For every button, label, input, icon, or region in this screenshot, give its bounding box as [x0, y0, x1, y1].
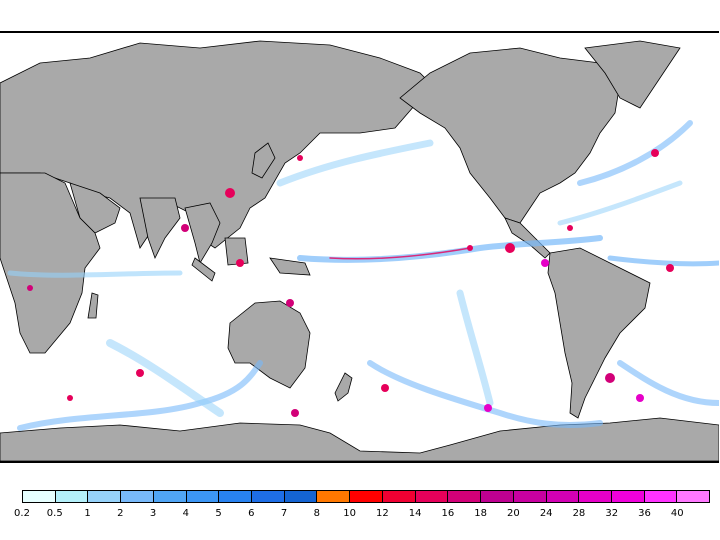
north-atlantic-front: [557, 180, 683, 226]
legend-label: 2: [117, 508, 124, 519]
rain-spot: [541, 259, 549, 267]
legend-label: 10: [343, 508, 356, 519]
legend-swatch: [481, 491, 514, 502]
land-masses: [0, 40, 719, 461]
north-pacific-storm-track: [276, 139, 434, 187]
southern-storm-track-4: [456, 289, 494, 407]
indian-itcz-band: [7, 270, 183, 278]
legend-label: 32: [605, 508, 619, 519]
north-america-landmass: [399, 47, 621, 224]
rain-spot: [605, 373, 615, 383]
borneo-landmass: [224, 237, 249, 266]
precipitation-overlay: [7, 120, 719, 431]
legend-label: 36: [638, 508, 651, 519]
legend-label: 1: [84, 508, 91, 519]
rain-spot: [136, 369, 144, 377]
north-atlantic-storm-track: [577, 120, 693, 186]
legend-swatch: [186, 491, 220, 502]
legend-label: 16: [441, 508, 455, 519]
legend-swatch: [317, 491, 351, 502]
rain-spot: [651, 149, 659, 157]
japan-landmass: [251, 142, 276, 179]
rain-spot: [67, 395, 73, 401]
rain-spot: [636, 394, 644, 402]
legend-label: 18: [474, 508, 488, 519]
rain-spot: [291, 409, 299, 417]
legend-swatch: [513, 491, 547, 502]
color-scale-labels: 0.2 0.5 1 2 3 4 5 6 7 8 10 12 14 16 18 20 24 28 32 36 40: [14, 508, 710, 524]
antarctica-landmass: [0, 417, 719, 461]
heavy-rain-spots: [27, 149, 674, 417]
indochina-landmass: [184, 202, 221, 265]
legend-swatch: [350, 491, 383, 502]
color-scale-bar: [22, 490, 710, 503]
southern-storm-track-5: [617, 360, 719, 406]
legend-swatch: [546, 491, 580, 502]
legend-label: 0.2: [14, 508, 30, 519]
legend-swatch: [121, 491, 154, 502]
itcz-band: [297, 235, 603, 263]
legend-swatch: [153, 491, 187, 502]
rain-spot: [484, 404, 492, 412]
rain-spot: [286, 299, 294, 307]
legend-swatch: [677, 491, 710, 502]
southern-storm-track-3: [367, 360, 603, 428]
rain-spot: [505, 243, 515, 253]
world-map: [0, 31, 719, 463]
color-scale-legend: 0.2 0.5 1 2 3 4 5 6 7 8 10 12 14 16 18 20 24 28 32 36 40: [14, 490, 710, 530]
madagascar-landmass: [87, 292, 99, 319]
legend-label: 28: [572, 508, 586, 519]
rain-spot: [181, 224, 189, 232]
legend-label: 40: [670, 508, 684, 519]
legend-swatch: [644, 491, 678, 502]
southern-storm-track-1: [17, 360, 263, 431]
legend-swatch: [23, 491, 56, 502]
legend-swatch: [88, 491, 122, 502]
africa-landmass: [0, 172, 101, 354]
legend-label: 0.5: [46, 508, 63, 519]
legend-swatch: [284, 491, 318, 502]
legend-swatch: [579, 491, 612, 502]
rain-spot: [297, 155, 303, 161]
legend-swatch: [252, 491, 285, 502]
central-america-landmass: [504, 217, 551, 259]
legend-label: 6: [248, 508, 255, 519]
legend-swatch: [382, 491, 416, 502]
legend-swatch: [55, 491, 89, 502]
legend-swatch: [448, 491, 482, 502]
greenland-landmass: [584, 40, 681, 109]
legend-swatch: [219, 491, 253, 502]
legend-swatch: [415, 491, 449, 502]
india-landmass: [139, 197, 181, 260]
legend-label: 24: [539, 508, 553, 519]
itcz-core: [329, 247, 471, 260]
legend-label: 3: [149, 508, 157, 519]
rain-spot: [467, 245, 473, 251]
rain-spot: [27, 285, 33, 291]
southern-storm-track-2: [106, 339, 224, 417]
legend-label: 4: [182, 508, 189, 519]
legend-label: 7: [280, 508, 288, 519]
legend-label: 12: [376, 508, 389, 519]
rain-spot: [567, 225, 573, 231]
new-zealand-landmass: [334, 372, 353, 402]
rain-spot: [225, 188, 235, 198]
legend-swatch: [611, 491, 645, 502]
legend-label: 8: [313, 508, 321, 519]
legend-label: 14: [408, 508, 422, 519]
south-america-landmass: [547, 247, 651, 419]
rain-spot: [236, 259, 244, 267]
new-guinea-landmass: [269, 257, 311, 276]
sumatra-landmass: [191, 257, 216, 282]
map-canvas: [0, 33, 719, 461]
legend-label: 20: [507, 508, 520, 519]
australia-landmass: [227, 300, 311, 389]
rain-spot: [381, 384, 389, 392]
rain-spot: [666, 264, 674, 272]
atlantic-itcz-band: [607, 255, 719, 267]
legend-label: 5: [215, 508, 222, 519]
